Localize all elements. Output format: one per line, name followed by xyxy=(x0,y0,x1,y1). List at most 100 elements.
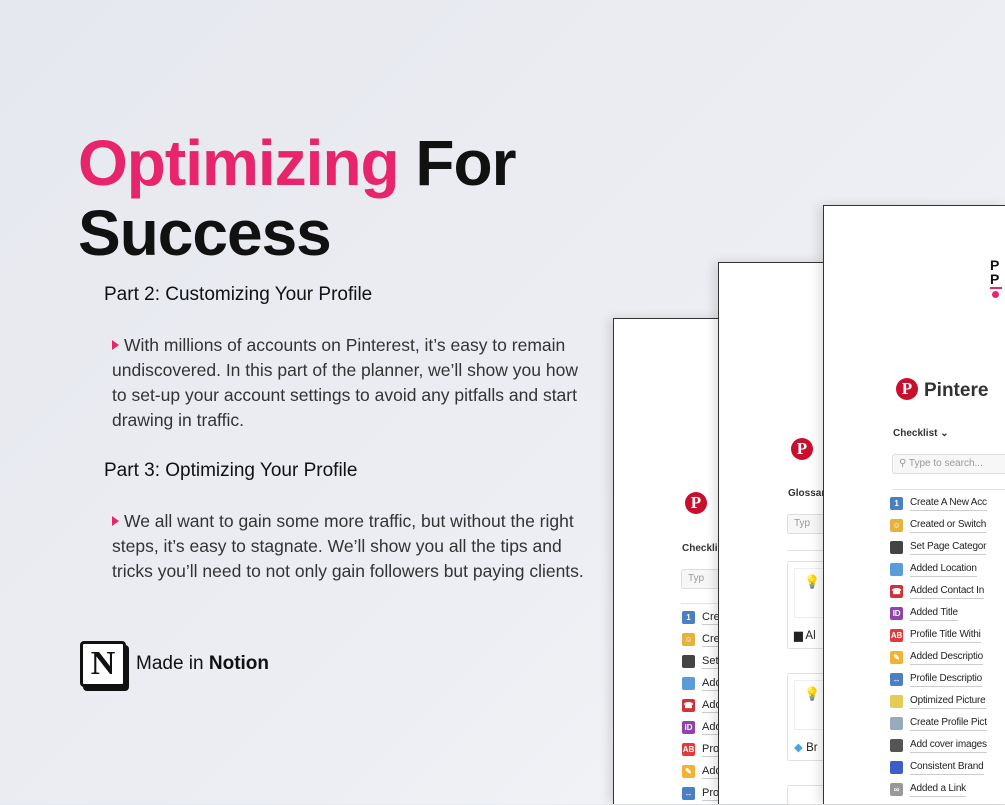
hero-title-rest: For xyxy=(415,127,516,199)
left-right-arrow-icon: ↔ xyxy=(682,786,695,800)
person-icon: ☺ xyxy=(890,518,903,532)
map-icon xyxy=(682,676,695,690)
checklist-item[interactable]: 1 Create A New Acc xyxy=(890,492,987,514)
section-text: We all want to gain some more traffic, b… xyxy=(112,511,584,581)
ab-icon: AB xyxy=(890,628,903,642)
pinterest-logo-icon: P xyxy=(896,378,918,400)
checklist-item[interactable]: 1 Cre xyxy=(682,606,722,628)
checklist-item[interactable]: ✎ Add xyxy=(682,760,722,782)
card-file-icon xyxy=(682,654,695,668)
link-icon: ∞ xyxy=(890,782,903,796)
checklist-item-label: Created or Switch xyxy=(910,518,986,533)
view-selector[interactable]: Checkli xyxy=(682,543,718,554)
checklist-item-label: Added Descriptio xyxy=(910,650,983,665)
checklist-item-label: Cre xyxy=(702,610,720,625)
checklist-item-label: Add xyxy=(702,676,722,691)
checklist-item-label: Profile Descriptio xyxy=(910,672,982,687)
checklist-item-label: Profile Title Withi xyxy=(910,628,981,643)
checklist-item-label: Add xyxy=(702,720,722,735)
section-text: With millions of accounts on Pinterest, … xyxy=(112,335,578,430)
checklist-item-label: Cre xyxy=(702,632,720,647)
checklist-item-label: Pro xyxy=(702,742,720,757)
laptop-icon: ▆ xyxy=(794,630,803,642)
checklist-item-label: Create Profile Pict xyxy=(910,716,987,731)
hero-title: Optimizing For Success xyxy=(78,127,517,269)
toggle-triangle-icon xyxy=(112,340,119,350)
card-file-icon xyxy=(890,540,903,554)
checklist-item[interactable]: ↔ Pro xyxy=(682,782,722,804)
checklist-item[interactable]: Set Page Categor xyxy=(890,536,987,558)
checklist-item[interactable]: Set xyxy=(682,650,722,672)
checklist-item[interactable]: ∞ Added a Link xyxy=(890,778,987,800)
hero-title-line2: Success xyxy=(78,197,332,269)
keycap-1-icon: 1 xyxy=(890,496,903,510)
checklist-item[interactable]: ↔ Profile Descriptio xyxy=(890,668,987,690)
checklist-item-label: Pro xyxy=(702,786,720,801)
keycap-1-icon: 1 xyxy=(682,610,695,624)
checklist-item-label: Added Title xyxy=(910,606,958,621)
checklist-item-label: Set Page Categor xyxy=(910,540,987,555)
made-in-notion-badge: N Made in Notion xyxy=(80,641,269,687)
notion-logo-icon: N xyxy=(80,641,126,687)
checklist-item[interactable]: ☎ Added Contact In xyxy=(890,580,987,602)
left-right-arrow-icon: ↔ xyxy=(890,672,903,686)
pencil-icon: ✎ xyxy=(890,650,903,664)
checklist-item[interactable]: AB Pro xyxy=(682,738,722,760)
toggle-triangle-icon xyxy=(112,516,119,526)
ruler-icon xyxy=(890,716,903,730)
section-heading-part3: Part 3: Optimizing Your Profile xyxy=(104,460,358,481)
checklist-item[interactable]: ☺ Created or Switch xyxy=(890,514,987,536)
checklist-item[interactable]: ☺ Cre xyxy=(682,628,722,650)
checklist-item[interactable]: Create Profile Pict xyxy=(890,712,987,734)
section-text-part2: With millions of accounts on Pinterest, … xyxy=(112,333,592,433)
glossary-card-title: Al xyxy=(805,630,816,642)
telephone-icon: ☎ xyxy=(890,584,903,598)
view-selector[interactable]: Glossar xyxy=(788,488,826,499)
pencil-icon: ✎ xyxy=(682,764,695,778)
person-icon: ☺ xyxy=(682,632,695,646)
checklist-item[interactable]: Consistent Brand xyxy=(890,756,987,778)
checklist-item[interactable]: ✎ Added Descriptio xyxy=(890,646,987,668)
id-card-icon xyxy=(890,694,903,708)
badge-prefix: Made in xyxy=(136,653,209,674)
glossary-card-title: Br xyxy=(806,742,818,754)
checklist: 1 Cre ☺ Cre Set Add ☎ Add ID Add AB Pro ✎ Add ↔ Pro xyxy=(682,606,722,804)
checklist-item[interactable]: AB Profile Title Withi xyxy=(890,624,987,646)
camera-flash-icon xyxy=(890,738,903,752)
checklist-item-label: Optimized Picture xyxy=(910,694,986,709)
checklist-item-label: Set xyxy=(702,654,719,669)
checklist-item[interactable]: Add xyxy=(682,672,722,694)
section-heading-part2: Part 2: Customizing Your Profile xyxy=(104,284,373,305)
hero-title-accent: Optimizing xyxy=(78,127,400,199)
telephone-icon: ☎ xyxy=(682,698,695,712)
map-icon xyxy=(890,562,903,576)
lightbulb-icon: 💡 xyxy=(804,686,821,701)
checklist-item-label: Added Location xyxy=(910,562,977,577)
checklist-item-label: Add cover images xyxy=(910,738,987,753)
page-title: Pintere xyxy=(924,380,989,401)
pinterest-logo-icon: P xyxy=(791,438,813,460)
lightbulb-icon: 💡 xyxy=(804,574,821,589)
checklist-item[interactable]: ☎ Add xyxy=(682,694,722,716)
checklist-item-label: Add xyxy=(702,698,722,713)
checklist-item[interactable]: ID Add xyxy=(682,716,722,738)
checklist-item[interactable]: Added Location xyxy=(890,558,987,580)
paintbrush-icon xyxy=(890,760,903,774)
id-icon: ID xyxy=(890,606,903,620)
checklist-item[interactable]: Optimized Picture xyxy=(890,690,987,712)
checklist: 1 Create A New Acc ☺ Created or Switch Set P… xyxy=(890,492,987,800)
checklist-item-label: Create A New Acc xyxy=(910,496,987,511)
divider xyxy=(892,489,1005,490)
checklist-item-label: Added a Link xyxy=(910,782,966,797)
checklist-item-label: Added Contact In xyxy=(910,584,984,599)
search-input[interactable]: ⚲ Type to search... xyxy=(892,454,1005,474)
id-icon: ID xyxy=(682,720,695,734)
pinterest-logo-icon: P xyxy=(685,492,707,514)
section-text-part3: We all want to gain some more traffic, b… xyxy=(112,509,592,584)
checklist-item[interactable]: Add cover images xyxy=(890,734,987,756)
view-selector[interactable]: Checklist ⌄ xyxy=(893,428,949,439)
checklist-item[interactable]: ID Added Title xyxy=(890,602,987,624)
gem-icon: ◆ xyxy=(794,742,803,754)
